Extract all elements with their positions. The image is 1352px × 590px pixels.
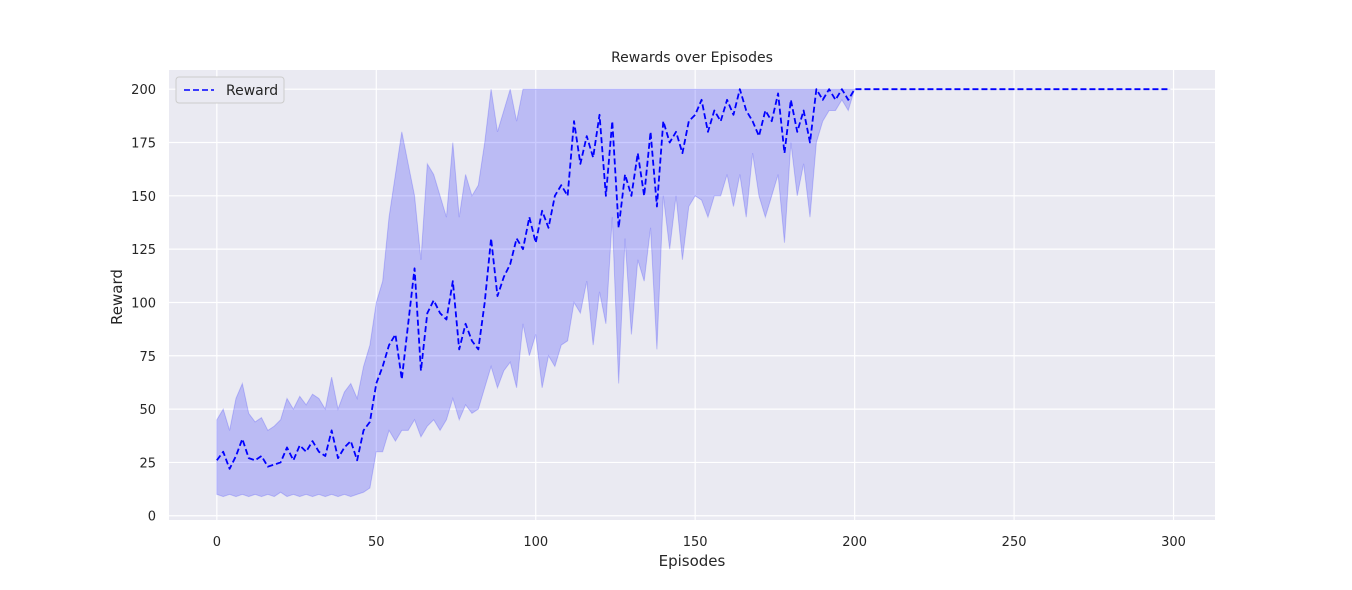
y-tick-label: 125 — [131, 243, 156, 258]
y-tick-label: 175 — [131, 137, 156, 152]
y-tick-label: 50 — [139, 403, 156, 418]
grid — [169, 70, 1215, 520]
y-axis-label: Reward — [108, 269, 126, 325]
y-tick-label: 0 — [148, 510, 156, 525]
legend: Reward — [175, 76, 285, 104]
tick-labels: 0 50 100 150 200 250 300 0 25 50 75 100 125 150 175 200 — [131, 83, 1186, 550]
reward-line-layer — [216, 88, 1171, 470]
x-tick-label: 150 — [683, 535, 708, 550]
plot-background — [169, 70, 1215, 520]
x-tick-label: 250 — [1002, 535, 1027, 550]
chart-title: Rewards over Episodes — [611, 50, 773, 66]
y-tick-label: 100 — [131, 296, 156, 311]
x-tick-label: 200 — [842, 535, 867, 550]
y-tick-label: 25 — [139, 456, 156, 471]
x-tick-label: 100 — [523, 535, 548, 550]
x-tick-label: 300 — [1161, 535, 1186, 550]
reward-line — [216, 88, 1171, 470]
legend-label: Reward — [226, 83, 278, 99]
y-tick-label: 150 — [131, 190, 156, 205]
legend-box — [175, 76, 285, 104]
x-axis-label: Episodes — [659, 552, 726, 570]
x-tick-label: 50 — [368, 535, 385, 550]
y-tick-label: 75 — [139, 350, 156, 365]
x-tick-label: 0 — [213, 535, 221, 550]
y-tick-label: 200 — [131, 83, 156, 98]
